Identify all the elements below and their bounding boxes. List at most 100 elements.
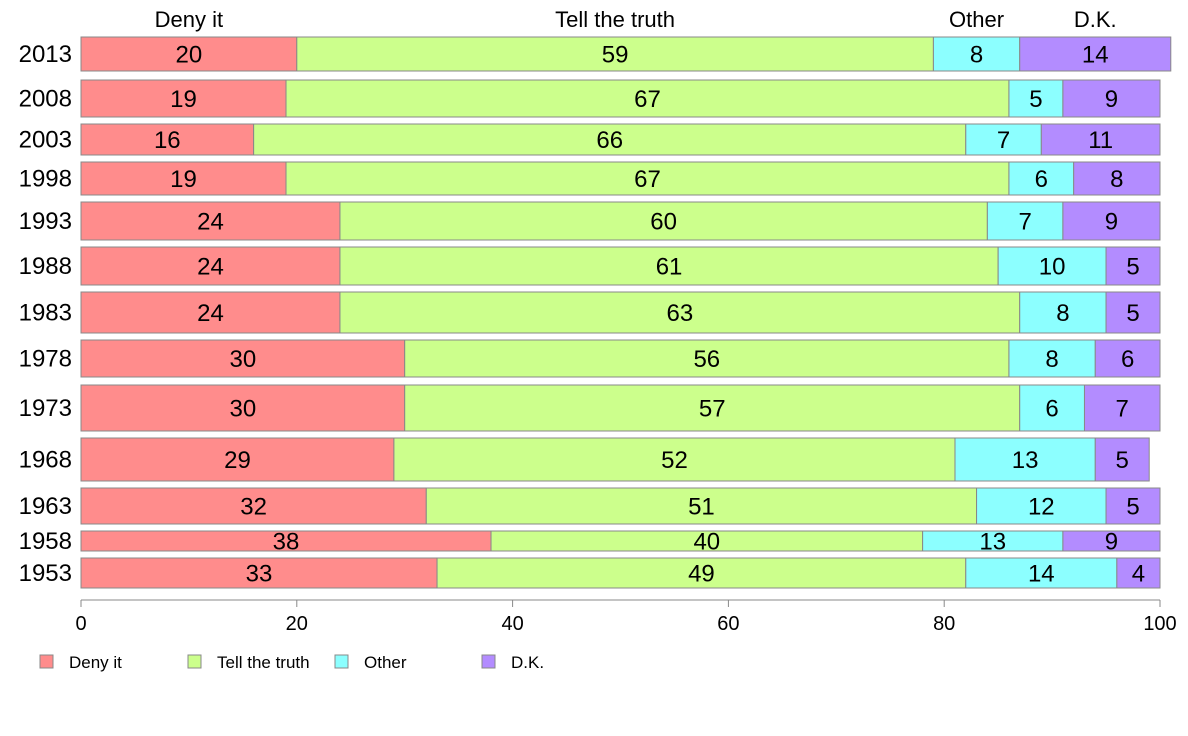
data-label-deny-it-1958: 38 bbox=[273, 529, 300, 556]
bar-segment-deny-it-1953 bbox=[80, 557, 438, 589]
data-label-other-2003: 7 bbox=[997, 127, 1010, 154]
bar-segment-other-1988 bbox=[997, 246, 1107, 286]
row-label-2013: 2013 bbox=[19, 41, 72, 68]
data-label-other-1983: 8 bbox=[1056, 300, 1069, 327]
bar-row-1983: 1983 24 63 8 5 bbox=[19, 291, 1161, 334]
data-label-deny-it-2013: 20 bbox=[176, 42, 203, 69]
data-label-deny-it-1973: 30 bbox=[229, 396, 256, 423]
data-label-other-1978: 8 bbox=[1045, 346, 1058, 373]
bar-segment-d-k-1998 bbox=[1073, 161, 1161, 196]
data-label-d-k-1953: 4 bbox=[1132, 561, 1145, 588]
data-label-tell-the-truth-1993: 60 bbox=[650, 209, 677, 236]
x-tick-label-80: 80 bbox=[933, 613, 955, 635]
legend-label-deny-it: Deny it bbox=[69, 653, 122, 672]
row-label-1983: 1983 bbox=[19, 300, 72, 327]
data-label-tell-the-truth-2008: 67 bbox=[634, 86, 661, 113]
bar-row-1953: 1953 33 49 14 4 bbox=[19, 557, 1161, 589]
data-label-d-k-1968: 5 bbox=[1116, 447, 1129, 474]
data-label-d-k-2003: 11 bbox=[1088, 127, 1113, 154]
bar-segment-tell-the-truth-1973 bbox=[404, 384, 1021, 432]
data-label-tell-the-truth-1998: 67 bbox=[634, 166, 661, 193]
bar-segment-tell-the-truth-1993 bbox=[339, 201, 988, 241]
x-tick-label-20: 20 bbox=[286, 613, 308, 635]
x-tick-label-40: 40 bbox=[501, 613, 523, 635]
data-label-deny-it-1968: 29 bbox=[224, 447, 251, 474]
bar-segment-tell-the-truth-2008 bbox=[285, 79, 1010, 118]
x-tick-label-0: 0 bbox=[75, 613, 86, 635]
bar-segment-other-2008 bbox=[1008, 79, 1064, 118]
data-label-d-k-1998: 8 bbox=[1110, 166, 1123, 193]
row-label-1958: 1958 bbox=[19, 528, 72, 555]
bar-segment-deny-it-1983 bbox=[80, 291, 341, 334]
data-label-other-1998: 6 bbox=[1035, 166, 1048, 193]
legend-label-d-k: D.K. bbox=[511, 653, 544, 672]
data-label-other-2008: 5 bbox=[1029, 86, 1042, 113]
bar-segment-d-k-1978 bbox=[1094, 339, 1161, 378]
bar-segment-deny-it-1998 bbox=[80, 161, 287, 196]
bar-row-1993: 1993 24 60 7 9 bbox=[19, 201, 1161, 241]
bar-row-1968: 1968 29 52 13 5 bbox=[19, 437, 1150, 482]
column-header-d-k: D.K. bbox=[1074, 7, 1117, 32]
data-label-tell-the-truth-1968: 52 bbox=[661, 447, 688, 474]
bar-segment-other-1973 bbox=[1019, 384, 1085, 432]
data-label-d-k-1978: 6 bbox=[1121, 346, 1134, 373]
bar-segment-other-1993 bbox=[986, 201, 1064, 241]
bar-segment-d-k-2008 bbox=[1062, 79, 1161, 118]
data-label-d-k-1983: 5 bbox=[1126, 300, 1139, 327]
data-label-tell-the-truth-1958: 40 bbox=[693, 529, 720, 556]
data-label-other-1993: 7 bbox=[1018, 209, 1031, 236]
legend-label-tell-the-truth: Tell the truth bbox=[217, 653, 310, 672]
data-label-tell-the-truth-1973: 57 bbox=[699, 396, 726, 423]
bar-segment-tell-the-truth-2013 bbox=[296, 36, 934, 72]
data-label-other-1958: 13 bbox=[979, 529, 1006, 556]
data-label-deny-it-1963: 32 bbox=[240, 494, 267, 521]
row-label-1993: 1993 bbox=[19, 208, 72, 235]
bar-segment-deny-it-1978 bbox=[80, 339, 406, 378]
data-label-other-1953: 14 bbox=[1028, 561, 1055, 588]
legend: Deny it Tell the truth Other D.K. bbox=[39, 653, 544, 672]
legend-label-other: Other bbox=[364, 653, 407, 672]
data-label-tell-the-truth-1953: 49 bbox=[688, 561, 715, 588]
data-label-tell-the-truth-2003: 66 bbox=[596, 127, 623, 154]
data-label-tell-the-truth-1988: 61 bbox=[656, 254, 683, 281]
bar-segment-d-k-1983 bbox=[1105, 291, 1161, 334]
row-label-1998: 1998 bbox=[19, 166, 72, 193]
data-label-deny-it-1983: 24 bbox=[197, 300, 224, 327]
data-label-d-k-2013: 14 bbox=[1082, 42, 1109, 69]
data-label-deny-it-2008: 19 bbox=[170, 86, 197, 113]
bar-row-1973: 1973 30 57 6 7 bbox=[19, 384, 1161, 432]
x-tick-label-100: 100 bbox=[1143, 613, 1176, 635]
bar-segment-tell-the-truth-1968 bbox=[393, 437, 956, 482]
data-label-d-k-2008: 9 bbox=[1105, 86, 1118, 113]
bar-segment-d-k-1988 bbox=[1105, 246, 1161, 286]
x-tick-label-60: 60 bbox=[717, 613, 739, 635]
bar-segment-d-k-2003 bbox=[1040, 123, 1161, 156]
data-label-tell-the-truth-2013: 59 bbox=[602, 42, 629, 69]
x-axis: 0 20 40 60 80 100 bbox=[75, 599, 1177, 635]
row-label-1968: 1968 bbox=[19, 447, 72, 474]
row-label-1978: 1978 bbox=[19, 346, 72, 373]
bar-segment-other-1968 bbox=[954, 437, 1096, 482]
bar-segment-tell-the-truth-1998 bbox=[285, 161, 1010, 196]
bar-row-1988: 1988 24 61 10 5 bbox=[19, 246, 1161, 286]
bar-row-1963: 1963 32 51 12 5 bbox=[19, 487, 1161, 525]
row-label-1973: 1973 bbox=[19, 395, 72, 422]
data-label-d-k-1958: 9 bbox=[1105, 529, 1118, 556]
data-label-deny-it-1988: 24 bbox=[197, 254, 224, 281]
bar-segment-d-k-1958 bbox=[1062, 530, 1161, 552]
data-label-other-1973: 6 bbox=[1045, 396, 1058, 423]
row-label-1953: 1953 bbox=[19, 560, 72, 587]
data-label-d-k-1988: 5 bbox=[1126, 254, 1139, 281]
bar-segment-tell-the-truth-1988 bbox=[339, 246, 999, 286]
row-label-1963: 1963 bbox=[19, 493, 72, 520]
bar-segment-d-k-1963 bbox=[1105, 487, 1161, 525]
data-label-d-k-1973: 7 bbox=[1116, 396, 1129, 423]
column-header-tell-the-truth: Tell the truth bbox=[555, 7, 675, 32]
data-label-deny-it-1993: 24 bbox=[197, 209, 224, 236]
column-header-deny-it: Deny it bbox=[155, 7, 223, 32]
data-label-deny-it-2003: 16 bbox=[154, 127, 181, 154]
bar-row-1958: 1958 38 40 13 9 bbox=[19, 528, 1161, 556]
legend-swatch-other bbox=[334, 654, 349, 669]
row-label-1988: 1988 bbox=[19, 253, 72, 280]
